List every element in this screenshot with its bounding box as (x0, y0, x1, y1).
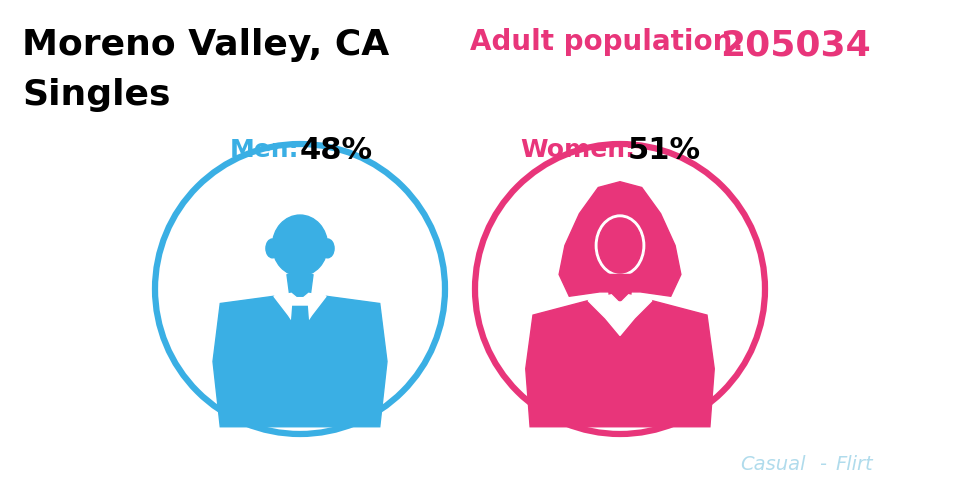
Text: 48%: 48% (300, 136, 373, 165)
Polygon shape (559, 182, 681, 297)
Polygon shape (620, 295, 652, 336)
Ellipse shape (595, 215, 645, 277)
Polygon shape (300, 294, 326, 333)
Text: 205034: 205034 (720, 28, 871, 62)
Polygon shape (274, 294, 300, 333)
Text: Moreno Valley, CA: Moreno Valley, CA (22, 28, 389, 62)
Text: Men:: Men: (230, 138, 300, 162)
Text: -: - (820, 454, 828, 473)
Polygon shape (213, 297, 387, 427)
Text: Women:: Women: (520, 138, 635, 162)
Text: Flirt: Flirt (835, 454, 873, 473)
Ellipse shape (266, 239, 279, 259)
Text: 51%: 51% (628, 136, 701, 165)
Polygon shape (287, 275, 313, 297)
Ellipse shape (273, 215, 327, 277)
Polygon shape (526, 301, 714, 427)
Text: Casual: Casual (740, 454, 805, 473)
Polygon shape (588, 295, 620, 336)
Polygon shape (607, 275, 633, 301)
Polygon shape (291, 307, 309, 388)
Text: Adult population:: Adult population: (470, 28, 743, 56)
Text: Singles: Singles (22, 78, 171, 112)
Ellipse shape (321, 239, 334, 259)
Ellipse shape (598, 218, 641, 274)
